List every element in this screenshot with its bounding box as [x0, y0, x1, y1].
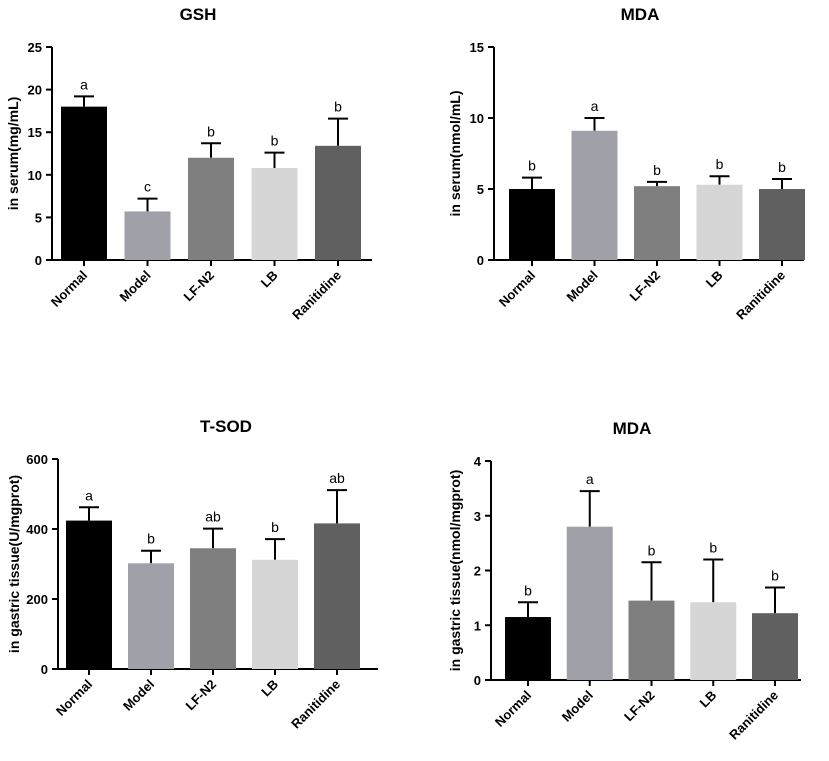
- category-label: Normal: [492, 688, 534, 730]
- y-tick-label: 4: [474, 454, 482, 469]
- category-label: LF-N2: [626, 268, 663, 305]
- category-label: LB: [258, 677, 281, 700]
- y-tick-label: 600: [26, 452, 48, 467]
- significance-letter: a: [85, 487, 93, 503]
- y-tick-label: 0: [41, 662, 48, 677]
- y-tick-label: 20: [28, 83, 42, 98]
- category-label: Model: [563, 268, 600, 305]
- significance-letter: b: [716, 156, 724, 172]
- bar-normal: [509, 189, 555, 260]
- y-tick-label: 10: [470, 111, 484, 126]
- bar-model: [128, 563, 174, 669]
- category-label: Ranitidine: [726, 688, 781, 743]
- category-label: LB: [703, 268, 726, 291]
- bar-lb: [690, 602, 737, 680]
- y-tick-label: 2: [474, 564, 481, 579]
- y-tick-label: 1: [474, 618, 481, 633]
- category-label: LF-N2: [621, 688, 658, 725]
- category-label: Ranitidine: [733, 268, 788, 323]
- category-label: Ranitidine: [288, 677, 343, 732]
- significance-letter: c: [144, 179, 151, 195]
- bar-ranitidine: [315, 145, 361, 260]
- significance-letter: b: [778, 159, 786, 175]
- chart-panel-4: MDA in gastric tissue(nmol/mgprot) 0 1 2 3 4 b N…: [447, 419, 801, 743]
- y-tick-label: 400: [26, 522, 48, 537]
- chart-title: GSH: [180, 5, 217, 24]
- bar-model: [571, 130, 618, 260]
- bar-model: [566, 526, 613, 680]
- bar-normal: [505, 617, 551, 680]
- chart-panel-1: GSH in serum(mg/mL) 0 5 10 15 20 25 a Normal c Mode…: [5, 5, 372, 323]
- significance-letter: ab: [329, 470, 345, 486]
- y-tick-label: 0: [477, 253, 484, 268]
- bar-ranitidine: [759, 189, 805, 260]
- y-tick-label: 15: [470, 40, 484, 55]
- y-tick-label: 0: [35, 253, 42, 268]
- y-tick-label: 0: [474, 673, 481, 688]
- bar-ranitidine: [752, 613, 798, 680]
- y-axis-label: in gastric tissue(U/mgprot): [6, 475, 22, 653]
- significance-letter: b: [334, 99, 342, 115]
- significance-letter: b: [271, 133, 279, 149]
- significance-letter: a: [586, 471, 594, 487]
- y-tick-label: 25: [28, 40, 42, 55]
- bar-lb: [696, 184, 743, 260]
- bar-lf-n2: [188, 157, 234, 260]
- category-label: Normal: [53, 677, 95, 719]
- category-label: Ranitidine: [289, 268, 344, 323]
- significance-letter: b: [709, 540, 717, 556]
- bar-normal: [61, 106, 107, 260]
- chart-panel-3: T-SOD in gastric tissue(U/mgprot) 0 200 400 6…: [6, 417, 378, 732]
- category-label: Model: [559, 688, 596, 725]
- category-label: Model: [120, 677, 157, 714]
- bar-lf-n2: [628, 600, 675, 680]
- y-tick-label: 10: [28, 168, 42, 183]
- chart-title: MDA: [613, 419, 652, 438]
- bar-lb: [251, 167, 298, 260]
- significance-letter: b: [771, 567, 779, 583]
- significance-letter: b: [207, 123, 215, 139]
- category-label: LF-N2: [180, 268, 217, 305]
- significance-letter: b: [524, 582, 532, 598]
- bar-lf-n2: [190, 548, 236, 669]
- y-axis-label: in gastric tissue(nmol/mgprot): [447, 470, 463, 671]
- y-tick-label: 200: [26, 592, 48, 607]
- chart-panel-2: MDA in serum(nmol/mL) 0 5 10 15 b Normal a Model b…: [447, 5, 805, 323]
- category-label: LB: [697, 688, 720, 711]
- significance-letter: a: [591, 98, 599, 114]
- bar-lf-n2: [634, 186, 680, 260]
- category-label: Normal: [496, 268, 538, 310]
- category-label: Normal: [48, 268, 90, 310]
- significance-letter: b: [271, 519, 279, 535]
- y-tick-label: 5: [35, 210, 42, 225]
- significance-letter: ab: [205, 509, 221, 525]
- y-axis-label: in serum(mg/mL): [5, 97, 21, 211]
- bar-ranitidine: [314, 523, 360, 669]
- category-label: Model: [116, 268, 153, 305]
- significance-letter: b: [147, 531, 155, 547]
- y-tick-label: 3: [474, 509, 481, 524]
- y-axis-label: in serum(nmol/mL): [447, 90, 463, 216]
- chart-title: T-SOD: [200, 417, 252, 436]
- bar-lb: [252, 559, 298, 669]
- significance-letter: a: [80, 76, 88, 92]
- significance-letter: b: [653, 162, 661, 178]
- significance-letter: b: [528, 158, 536, 174]
- y-tick-label: 5: [477, 182, 484, 197]
- chart-title: MDA: [621, 5, 660, 24]
- bar-model: [124, 211, 171, 260]
- bar-normal: [66, 520, 112, 669]
- category-label: LB: [258, 268, 281, 291]
- category-label: LF-N2: [182, 677, 219, 714]
- y-tick-label: 15: [28, 125, 42, 140]
- significance-letter: b: [648, 542, 656, 558]
